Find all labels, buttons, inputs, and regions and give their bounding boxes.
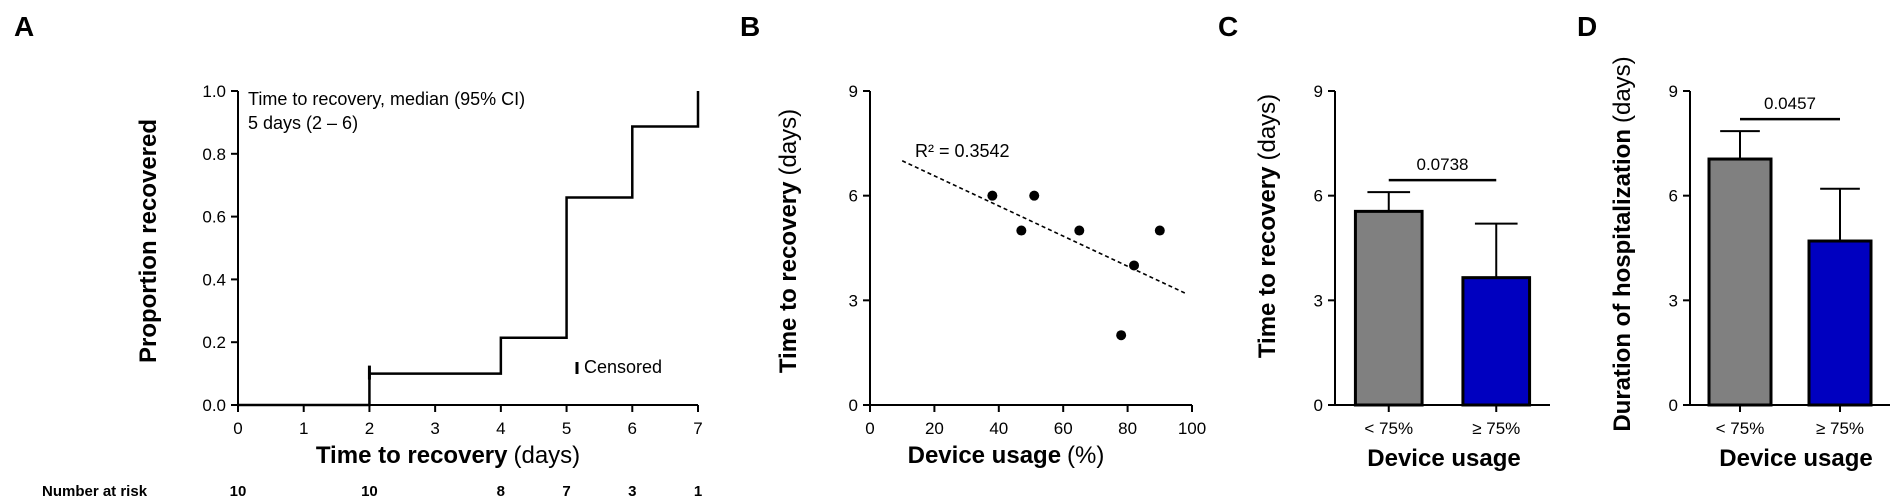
km-xlabel: Time to recovery (days) [316, 442, 580, 469]
km-x-tick-label: 7 [693, 419, 702, 438]
km-y-tick-label: 0.8 [202, 145, 226, 164]
panel-letter-d: D [1577, 11, 1597, 42]
km-x-tick-label: 5 [562, 419, 571, 438]
scatter-x-tick-label: 20 [925, 419, 944, 438]
bar-c-xlabel: Device usage [1367, 445, 1520, 472]
number-at-risk-value: 7 [562, 483, 570, 500]
bar-c-y-tick-label: 0 [1314, 396, 1323, 415]
median-annotation-line1: Time to recovery, median (95% CI) [248, 89, 525, 109]
number-at-risk-value: 10 [361, 483, 378, 500]
bar-d-ylabel: Duration of hospitalization (days) [1609, 56, 1636, 431]
km-ylabel: Proportion recovered [135, 119, 162, 363]
scatter-point [1029, 190, 1040, 201]
bar-d-p-value: 0.0457 [1764, 94, 1816, 113]
r-squared-label: R² = 0.3542 [915, 141, 1010, 161]
bar-d-bar [1807, 239, 1873, 407]
scatter-x-tick-label: 80 [1118, 419, 1137, 438]
bar-c-y-tick-label: 3 [1314, 291, 1323, 310]
panel-d: Duration of hospitalization (days) Device… [1609, 56, 1873, 472]
scatter-point [1129, 260, 1140, 271]
km-x-tick-label: 6 [628, 419, 637, 438]
km-y-tick-label: 1.0 [202, 82, 226, 101]
bar-d-ylabel-unit: (days) [1609, 56, 1636, 123]
bar-c-ylabel: Time to recovery (days) [1254, 94, 1281, 358]
bar-d-y-tick-label: 3 [1669, 291, 1678, 310]
censored-legend-label: Censored [584, 357, 662, 377]
scatter-point [1074, 225, 1085, 236]
scatter-ylabel-main: Time to recovery [775, 181, 802, 373]
scatter-xlabel-main: Device usage [908, 442, 1061, 469]
km-y-tick-label: 0.4 [202, 270, 226, 289]
number-at-risk-value: 10 [230, 483, 247, 500]
scatter-ylabel: Time to recovery (days) [775, 109, 802, 373]
bar-c-ylabel-unit: (days) [1254, 94, 1281, 161]
km-survival-curve [238, 91, 700, 407]
bar-c-p-value: 0.0738 [1417, 155, 1469, 174]
km-x-tick-label: 1 [299, 419, 308, 438]
panel-c: Time to recovery (days) Device usage [1254, 94, 1521, 472]
bar-d-xlabel: Device usage [1719, 445, 1872, 472]
bar-c-ylabel-main: Time to recovery [1254, 166, 1281, 358]
km-x-tick-label: 0 [233, 419, 242, 438]
bar-d-y-tick-label: 6 [1669, 187, 1678, 206]
km-xlabel-main: Time to recovery [316, 442, 508, 469]
km-x-tick-label: 4 [496, 419, 505, 438]
panel-letter-b: B [740, 11, 760, 42]
bar-d-y-tick-label: 9 [1669, 82, 1678, 101]
km-xlabel-unit: (days) [513, 442, 580, 469]
bar-d-ylabel-main: Duration of hospitalization [1609, 129, 1636, 432]
km-x-tick-label: 2 [365, 419, 374, 438]
km-y-tick-label: 0.2 [202, 333, 226, 352]
bar-c-category-label: ≥ 75% [1472, 419, 1520, 438]
scatter-y-tick-label: 0 [849, 396, 858, 415]
km-y-tick-label: 0.0 [202, 396, 226, 415]
number-at-risk-value: 1 [694, 483, 702, 500]
panel-letter-a: A [14, 11, 34, 42]
panel-a: Time to recovery, median (95% CI) 5 days… [42, 89, 662, 500]
scatter-point [1154, 225, 1165, 236]
bar-c-y-tick-label: 9 [1314, 82, 1323, 101]
scatter-x-tick-label: 40 [989, 419, 1008, 438]
scatter-ylabel-unit: (days) [775, 109, 802, 176]
scatter-y-tick-label: 6 [849, 187, 858, 206]
bar-c-bar [1461, 276, 1532, 407]
scatter-xlabel-unit: (%) [1067, 442, 1104, 469]
bar-c-bar [1353, 209, 1424, 407]
number-at-risk-label: Number at risk [42, 483, 148, 500]
scatter-xlabel: Device usage (%) [908, 442, 1105, 469]
scatter-y-tick-label: 3 [849, 291, 858, 310]
bar-d-y-tick-label: 0 [1669, 396, 1678, 415]
bar-d-category-label: ≥ 75% [1816, 419, 1864, 438]
regression-line [901, 160, 1186, 295]
km-y-tick-label: 0.6 [202, 208, 226, 227]
bar-d-category-label: < 75% [1716, 419, 1765, 438]
scatter-point [1116, 330, 1127, 341]
scatter-y-tick-label: 9 [849, 82, 858, 101]
scatter-point [1016, 225, 1027, 236]
scatter-x-tick-label: 100 [1178, 419, 1206, 438]
number-at-risk-value: 3 [628, 483, 636, 500]
number-at-risk-value: 8 [497, 483, 505, 500]
panel-letter-c: C [1218, 11, 1238, 42]
bar-d-bar [1707, 157, 1773, 407]
bar-c-category-label: < 75% [1364, 419, 1413, 438]
km-x-tick-label: 3 [430, 419, 439, 438]
scatter-x-tick-label: 60 [1054, 419, 1073, 438]
scatter-x-tick-label: 0 [865, 419, 874, 438]
scatter-point [987, 190, 998, 201]
median-annotation-line2: 5 days (2 – 6) [248, 113, 358, 133]
scatter-axes [869, 91, 1192, 406]
bar-c-y-tick-label: 6 [1314, 187, 1323, 206]
panel-b: Time to recovery (days) Device usage (%) R… [775, 109, 1104, 469]
